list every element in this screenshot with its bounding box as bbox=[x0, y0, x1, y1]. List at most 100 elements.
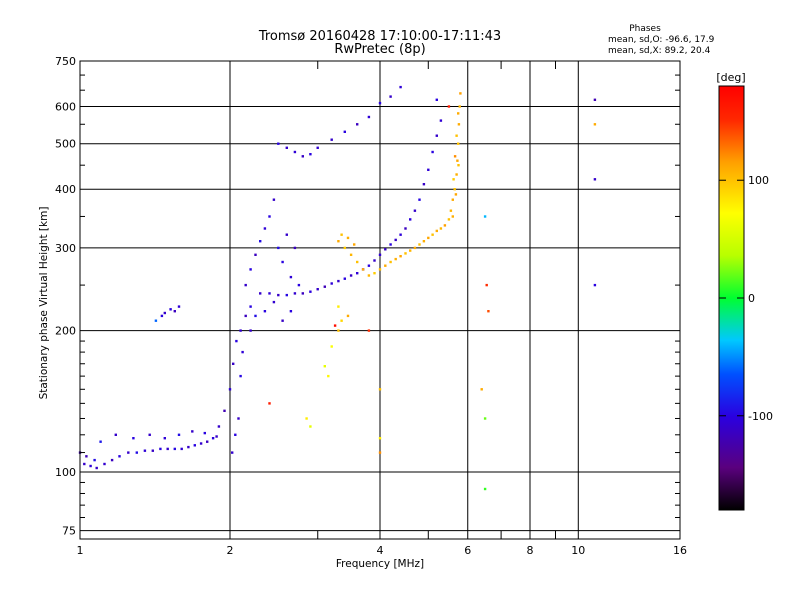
data-point bbox=[447, 105, 451, 108]
data-point bbox=[480, 388, 483, 391]
data-point bbox=[337, 305, 340, 308]
data-point bbox=[439, 227, 443, 230]
x-tick-label: 1 bbox=[77, 544, 84, 557]
y-tick-label: 500 bbox=[55, 138, 76, 151]
data-point bbox=[203, 431, 206, 435]
data-point bbox=[367, 264, 371, 267]
data-point bbox=[83, 462, 86, 466]
data-point bbox=[593, 178, 597, 181]
data-point bbox=[232, 362, 235, 365]
data-point bbox=[231, 451, 234, 454]
data-point bbox=[340, 319, 343, 322]
data-point bbox=[159, 447, 162, 451]
data-point bbox=[361, 268, 365, 271]
data-point bbox=[268, 215, 271, 218]
data-point bbox=[217, 425, 221, 428]
data-point bbox=[127, 451, 130, 454]
data-point bbox=[593, 123, 597, 126]
data-point bbox=[277, 246, 280, 250]
data-point bbox=[293, 292, 297, 295]
data-point bbox=[99, 440, 102, 443]
data-point bbox=[353, 243, 356, 246]
data-point bbox=[343, 277, 346, 280]
data-point bbox=[418, 243, 421, 246]
data-point bbox=[148, 433, 151, 436]
data-point bbox=[431, 150, 434, 154]
data-point bbox=[169, 308, 172, 311]
y-axis-label: Stationary phase Virtual Height [km] bbox=[38, 207, 50, 400]
x-tick-label: 16 bbox=[673, 544, 687, 557]
data-point bbox=[180, 447, 183, 451]
data-point bbox=[427, 236, 430, 240]
data-point bbox=[163, 437, 166, 440]
data-point bbox=[451, 198, 454, 201]
data-point bbox=[268, 402, 271, 405]
data-point bbox=[449, 209, 453, 212]
data-point bbox=[254, 314, 257, 318]
data-point bbox=[289, 275, 293, 279]
data-point bbox=[337, 279, 340, 283]
data-point bbox=[323, 365, 326, 368]
data-point bbox=[223, 409, 226, 412]
data-point bbox=[93, 458, 96, 462]
data-point bbox=[378, 388, 382, 391]
data-point bbox=[316, 288, 319, 291]
data-point bbox=[457, 123, 461, 126]
data-point bbox=[356, 272, 359, 275]
data-point bbox=[340, 233, 343, 236]
data-point bbox=[254, 253, 257, 256]
data-point bbox=[367, 329, 371, 332]
data-point bbox=[305, 417, 308, 420]
data-point bbox=[483, 417, 487, 420]
data-point bbox=[143, 449, 147, 452]
data-point bbox=[309, 153, 312, 156]
data-point bbox=[330, 282, 333, 285]
data-point bbox=[249, 329, 252, 332]
data-point bbox=[337, 329, 340, 332]
data-point bbox=[293, 150, 297, 154]
data-point bbox=[337, 240, 340, 243]
data-point bbox=[356, 260, 359, 264]
data-point bbox=[485, 283, 488, 287]
x-tick-label: 10 bbox=[571, 544, 585, 557]
data-point bbox=[244, 314, 247, 318]
data-point bbox=[285, 293, 288, 297]
data-point bbox=[323, 285, 326, 288]
data-point bbox=[272, 198, 276, 201]
data-point bbox=[191, 430, 194, 433]
colorbar-tick-label: 100 bbox=[748, 174, 769, 187]
data-point bbox=[277, 142, 280, 145]
axes: 1 2 4 6 8 10 16 75 100 200 300 400 500 600 750 bbox=[55, 55, 687, 557]
data-point bbox=[452, 178, 455, 181]
data-point bbox=[268, 292, 271, 295]
x-tick-label: 8 bbox=[527, 544, 534, 557]
data-point bbox=[249, 268, 252, 271]
data-point bbox=[241, 350, 244, 354]
data-point bbox=[173, 310, 176, 313]
data-point bbox=[333, 324, 337, 327]
data-point bbox=[483, 487, 487, 491]
chart-subtitle: RwPretec (8p) bbox=[334, 42, 425, 57]
data-point bbox=[422, 240, 426, 243]
data-point bbox=[394, 257, 397, 261]
data-point bbox=[389, 95, 392, 98]
data-point bbox=[259, 240, 262, 243]
data-point bbox=[85, 455, 88, 458]
data-point bbox=[239, 374, 242, 378]
data-point bbox=[293, 246, 297, 250]
data-point bbox=[373, 272, 376, 275]
y-tick-label: 75 bbox=[62, 525, 76, 538]
data-point bbox=[235, 339, 238, 343]
data-point bbox=[451, 215, 454, 218]
data-point bbox=[177, 433, 181, 436]
data-point bbox=[151, 449, 154, 452]
data-point bbox=[384, 248, 387, 251]
data-point bbox=[447, 218, 451, 221]
data-point bbox=[427, 168, 430, 171]
data-point bbox=[487, 310, 490, 313]
data-point bbox=[239, 329, 242, 332]
data-point bbox=[394, 238, 397, 242]
data-point bbox=[285, 146, 288, 149]
data-point bbox=[459, 92, 462, 95]
data-point bbox=[443, 224, 447, 227]
